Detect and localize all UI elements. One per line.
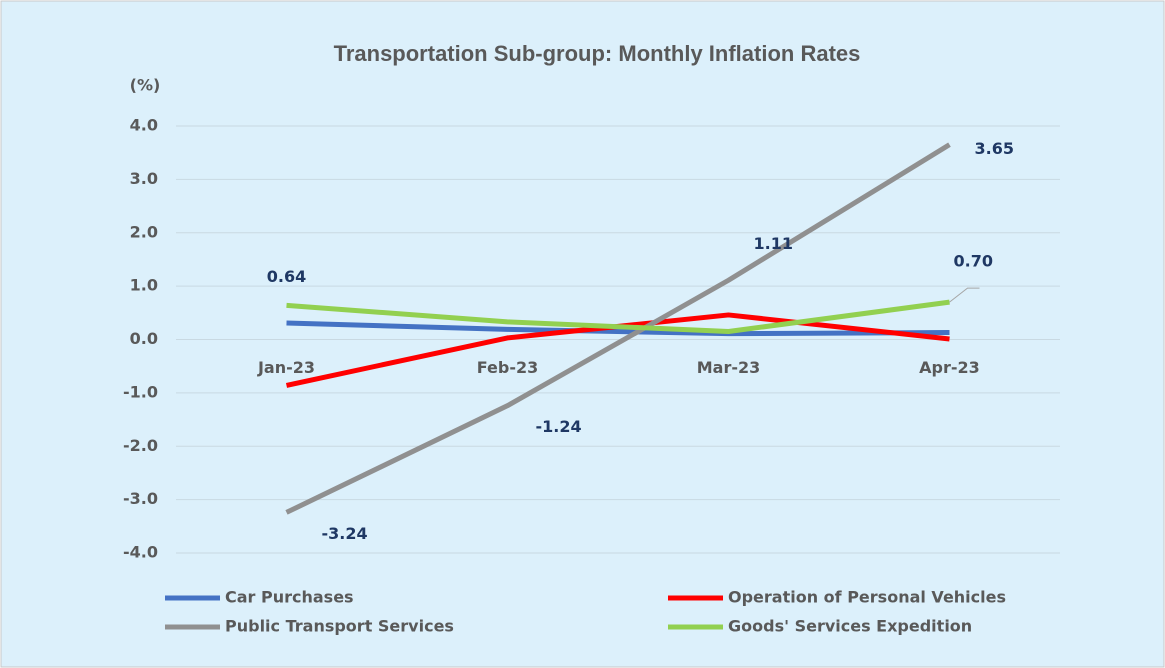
legend-label: Car Purchases <box>225 588 354 607</box>
legend-label: Goods' Services Expedition <box>728 617 972 636</box>
data-label: 0.64 <box>267 267 306 286</box>
data-label: 3.65 <box>975 139 1014 158</box>
y-tick-label: -2.0 <box>123 436 158 455</box>
data-label: -1.24 <box>536 417 582 436</box>
x-tick-label: Apr-23 <box>919 358 980 377</box>
y-tick-label: -1.0 <box>123 382 158 401</box>
y-tick-label: -4.0 <box>123 543 158 562</box>
x-tick-label: Mar-23 <box>697 358 761 377</box>
y-tick-label: -3.0 <box>123 489 158 508</box>
legend-label: Operation of Personal Vehicles <box>728 588 1006 607</box>
y-tick-label: 3.0 <box>130 169 158 188</box>
data-label: -3.24 <box>322 524 368 543</box>
series-line <box>285 142 951 515</box>
data-label: 0.70 <box>954 252 993 271</box>
legend-label: Public Transport Services <box>225 617 454 636</box>
y-tick-label: 4.0 <box>130 116 158 135</box>
series-line <box>286 320 950 337</box>
x-tick-label: Jan-23 <box>257 358 315 377</box>
chart-title: Transportation Sub-group: Monthly Inflat… <box>334 41 861 66</box>
data-label: 1.11 <box>754 234 793 253</box>
x-tick-label: Feb-23 <box>477 358 539 377</box>
series-line <box>286 299 950 334</box>
y-tick-label: 1.0 <box>130 276 158 295</box>
y-tick-label: 0.0 <box>130 329 158 348</box>
y-tick-label: 2.0 <box>130 222 158 241</box>
y-axis-label: (%) <box>130 76 161 95</box>
leader-line <box>949 287 980 303</box>
